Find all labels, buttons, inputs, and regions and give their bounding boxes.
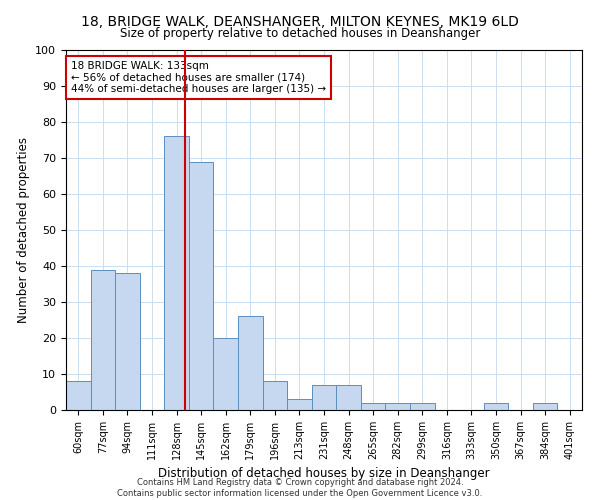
Bar: [238, 316, 263, 410]
Y-axis label: Number of detached properties: Number of detached properties: [17, 137, 30, 323]
Bar: [385, 403, 410, 410]
Bar: [189, 162, 214, 410]
X-axis label: Distribution of detached houses by size in Deanshanger: Distribution of detached houses by size …: [158, 468, 490, 480]
Bar: [66, 381, 91, 410]
Text: Size of property relative to detached houses in Deanshanger: Size of property relative to detached ho…: [120, 28, 480, 40]
Text: Contains HM Land Registry data © Crown copyright and database right 2024.
Contai: Contains HM Land Registry data © Crown c…: [118, 478, 482, 498]
Bar: [361, 403, 385, 410]
Bar: [533, 403, 557, 410]
Bar: [263, 381, 287, 410]
Bar: [214, 338, 238, 410]
Text: 18 BRIDGE WALK: 133sqm
← 56% of detached houses are smaller (174)
44% of semi-de: 18 BRIDGE WALK: 133sqm ← 56% of detached…: [71, 61, 326, 94]
Bar: [336, 385, 361, 410]
Text: 18, BRIDGE WALK, DEANSHANGER, MILTON KEYNES, MK19 6LD: 18, BRIDGE WALK, DEANSHANGER, MILTON KEY…: [81, 15, 519, 29]
Bar: [312, 385, 336, 410]
Bar: [91, 270, 115, 410]
Bar: [484, 403, 508, 410]
Bar: [115, 273, 140, 410]
Bar: [410, 403, 434, 410]
Bar: [287, 399, 312, 410]
Bar: [164, 136, 189, 410]
